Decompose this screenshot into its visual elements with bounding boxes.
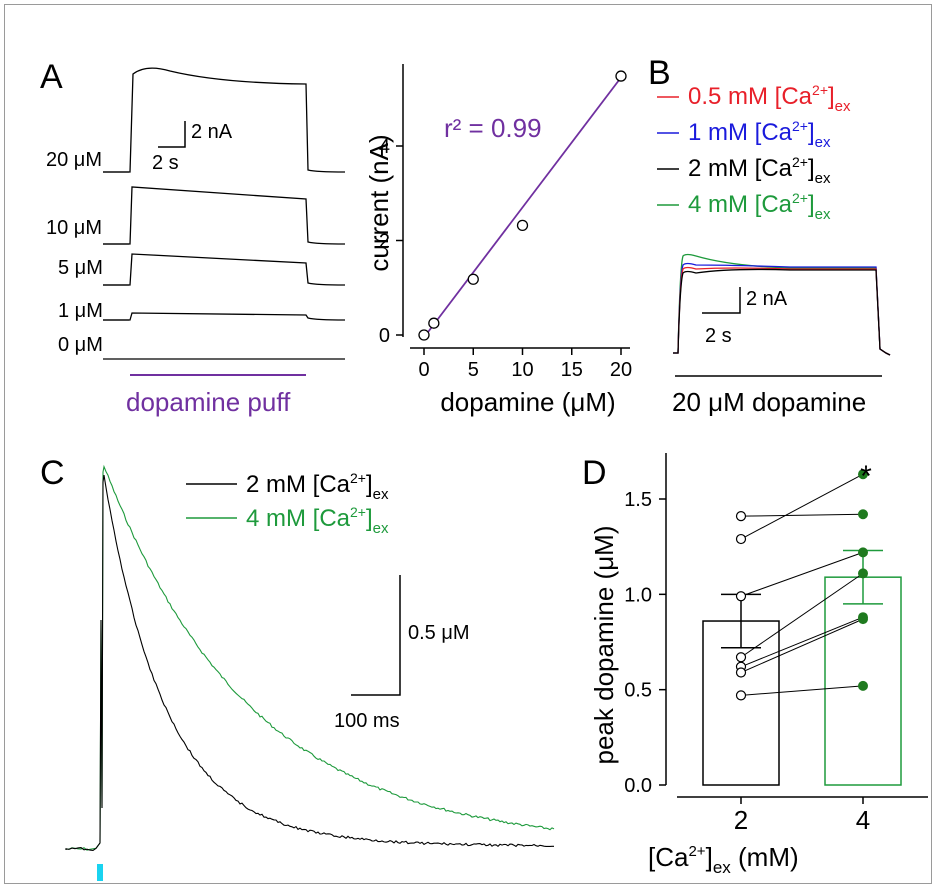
dose-y-tick-label-2: 2 [379,231,390,253]
dose-point-1uM [428,317,440,329]
d-point-2mM-5 [735,667,747,678]
b-legend-label-1: 1 mM [Ca2+]ex [688,118,831,151]
dose-y-tick-label-0: 0 [379,325,390,347]
panel-b-scale-current: 2 nA [746,288,788,310]
dose-x-tick-label-10: 10 [511,359,533,381]
panel-a-scale-time: 2 s [152,152,179,174]
dose-response-x-label: dopamine (μM) [440,387,615,417]
panel-b-scale-time: 2 s [705,325,732,347]
d-point-2mM-0 [735,511,747,522]
dose-point-20uM [615,70,627,82]
trace-20uM [103,67,346,173]
panel-c-scale-conc: 0.5 μM [408,622,470,644]
panel-d-y-label: peak dopamine (μM) [589,526,619,765]
d-pair-line-6 [740,685,864,696]
significance-star: * [860,460,872,493]
dose-x-tick-label-20: 20 [610,359,632,381]
dose-response-x-ticks: 0 5 10 15 20 [418,348,632,381]
d-y-tick-label-0.5: 0.5 [624,680,652,702]
panel-b-scale-bar [702,287,741,314]
panel-d-x-label: [Ca2+]ex (mM) [648,842,799,877]
d-point-2mM-2 [735,591,747,602]
d-y-tick-label-0.0: 0.0 [624,775,652,797]
trace-label-5uM: 5 μM [58,257,103,279]
c-legend-label-0: 2 mM [Ca2+]ex [246,470,389,503]
d-pair-line-2 [740,551,864,597]
d-pair-line-1 [740,473,864,540]
dose-response-plot: 0 5 10 15 20 0 2 4 r² = 0.99 current (nA) dopa… [364,64,632,417]
panel-letter-d: D [582,454,607,492]
c-trace-4mM [65,464,555,851]
trace-label-1uM: 1 μM [58,300,103,322]
d-point-4mM-5 [858,614,868,625]
dose-point-0uM [418,329,430,341]
panel-c-legend: 2 mM [Ca2+]ex4 mM [Ca2+]ex [186,470,389,537]
d-pair-line-3 [740,572,864,658]
b-trace-3 [673,268,891,356]
panel-b-current-traces [673,253,891,356]
panel-c-scale-time: 100 ms [334,710,400,732]
dose-y-tick-label-4: 4 [379,136,390,158]
panel-a-current-traces [103,67,346,360]
panel-b-stim-label: 20 μM dopamine [672,387,866,417]
d-pair-line-5 [740,618,864,673]
d-point-4mM-6 [858,680,868,691]
trace-label-0uM: 0 μM [58,334,103,356]
d-point-2mM-1 [735,533,747,545]
panel-letter-b: B [648,54,671,92]
d-point-2mM-3 [735,652,747,663]
panel-c-scale-bar [351,575,401,696]
panel-a-scale-current: 2 nA [191,121,233,143]
trace-5uM [103,253,346,286]
puff-label: dopamine puff [126,387,291,417]
trace-10uM [103,186,346,245]
trace-1uM [103,312,346,321]
d-point-4mM-0 [858,509,868,520]
c-trace-2mM [65,475,554,852]
panel-b-legend: 0.5 mM [Ca2+]ex1 mM [Ca2+]ex2 mM [Ca2+]e… [657,82,851,223]
d-pair-line-4 [740,616,864,668]
panel-c-dopamine-traces [65,464,555,852]
trace-label-10uM: 10 μM [46,217,102,239]
r-squared-annotation: r² = 0.99 [444,113,542,143]
d-point-4mM-3 [858,568,868,579]
dose-response-points [418,70,627,341]
d-point-4mM-1 [858,469,868,480]
panel-letter-a: A [40,58,63,96]
dose-x-tick-label-5: 5 [468,359,479,381]
b-legend-label-3: 4 mM [Ca2+]ex [688,190,831,223]
trace-label-20uM: 20 μM [46,149,102,171]
panel-d-bar-chart: 0.0 0.5 1.0 1.5 2 4 [624,453,928,835]
dose-point-5uM [467,273,479,285]
dose-x-tick-label-15: 15 [561,359,583,381]
b-legend-label-2: 2 mM [Ca2+]ex [688,154,831,187]
d-x-tick-label-4: 4 [856,805,870,835]
dose-response-y-ticks: 0 2 4 [379,136,403,347]
d-x-tick-label-2: 2 [734,805,748,835]
panel-a-scale-bar [158,121,186,148]
d-point-4mM-2 [858,547,868,558]
dose-x-tick-label-0: 0 [418,359,429,381]
panel-letter-c: C [40,454,65,492]
stimulus-marker [97,864,103,881]
c-legend-label-1: 4 mM [Ca2+]ex [246,504,389,537]
d-y-tick-label-1.0: 1.0 [624,584,652,606]
linear-fit-line [423,76,622,338]
b-legend-label-0: 0.5 mM [Ca2+]ex [688,82,851,115]
dose-point-10uM [516,219,529,232]
d-point-2mM-6 [735,690,747,701]
d-y-tick-label-1.5: 1.5 [624,489,652,511]
d-pair-line-0 [740,513,864,517]
dose-response-y-label: current (nA) [364,134,394,271]
